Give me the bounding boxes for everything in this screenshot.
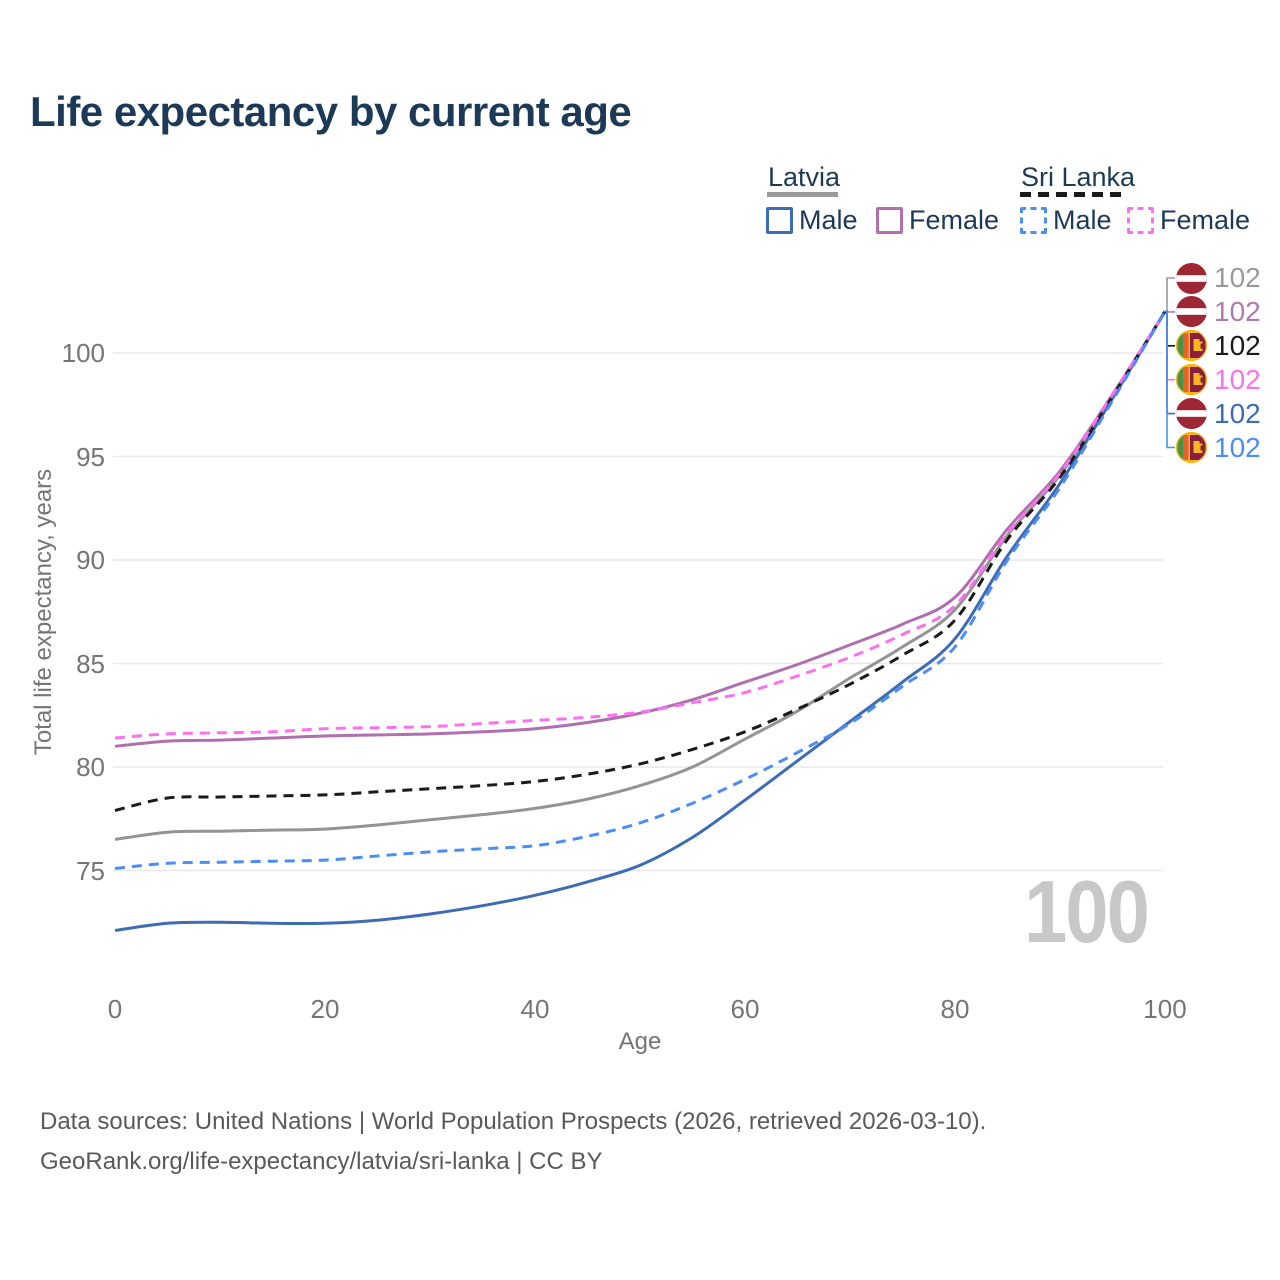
legend-group-srilanka-title: Sri Lanka [1021,162,1136,192]
legend-group-latvia-title: Latvia [768,162,841,192]
series-line-latvia-male[interactable] [114,310,1167,933]
legend-underline-srilanka [1020,192,1124,197]
legend-underline-latvia [767,192,838,197]
end-label-value: 102 [1214,295,1261,327]
series-line-sri-lanka-female[interactable] [114,310,1167,740]
end-label-value: 102 [1214,397,1261,429]
legend-item-latvia-female[interactable]: Female [876,205,999,236]
age-watermark: 100 [1024,862,1150,961]
y-tick-label: 90 [76,545,105,575]
legend-item-latvia-male[interactable]: Male [766,205,858,236]
end-label-value: 102 [1214,431,1261,463]
end-label-sri-lanka-male: 102 [1176,432,1261,464]
leader-line [1164,310,1175,347]
end-label-sri-lanka-female: 102 [1176,364,1261,396]
y-axis-title: Total life expectancy, years [30,468,57,756]
x-tick-label: 20 [310,994,340,1024]
legend-item-srilanka-male[interactable]: Male [1020,205,1112,236]
end-label-value: 102 [1214,262,1261,293]
end-label-value: 102 [1214,363,1261,395]
leader-line [1164,310,1175,415]
legend-item-srilanka-female[interactable]: Female [1127,205,1250,236]
series-line-latvia-female[interactable] [114,310,1167,748]
end-label-latvia-female: 102 [1176,296,1261,328]
legend-swatch-srilanka-male-icon [1020,207,1047,234]
x-tick-label: 80 [940,994,970,1024]
sri-lanka-flag-icon [1176,330,1207,362]
legend-label-latvia-female: Female [909,205,1000,235]
page-title: Life expectancy by current age [30,88,632,135]
footer-sources: Data sources: United Nations | World Pop… [40,1108,987,1135]
sri-lanka-flag-icon [1176,432,1207,463]
end-label-latvia-male: 102 [1176,398,1261,430]
x-tick-label: 60 [730,994,760,1024]
legend-label-srilanka-female: Female [1160,205,1251,235]
legend-swatch-latvia-female-icon [876,207,903,234]
end-label-value: 102 [1214,329,1261,361]
sri-lanka-flag-icon [1176,364,1207,396]
latvia-flag-icon [1176,296,1207,328]
leader-line [1164,277,1175,313]
leader-line [1164,310,1175,449]
x-tick-label: 40 [520,994,550,1024]
legend-swatch-latvia-male-icon [766,207,793,234]
latvia-flag-icon [1176,398,1207,430]
x-tick-label: 0 [107,994,123,1024]
series-line-sri-lanka-total[interactable] [114,310,1167,812]
series-line-sri-lanka-male[interactable] [114,310,1167,870]
legend-label-latvia-male: Male [799,205,858,235]
y-tick-label: 75 [76,855,105,886]
series-line-latvia-total[interactable] [114,310,1167,841]
y-tick-label: 85 [76,648,105,679]
x-axis-title: Age [618,1028,662,1055]
latvia-flag-icon [1176,262,1207,294]
legend-label-srilanka-male: Male [1053,205,1112,235]
end-label-sri-lanka-total: 102 [1176,330,1261,362]
footer-attribution: GeoRank.org/life-expectancy/latvia/sri-l… [40,1148,603,1175]
y-tick-label: 95 [76,441,105,472]
legend-swatch-srilanka-female-icon [1127,207,1154,234]
x-tick-label: 100 [1143,994,1187,1024]
end-label-latvia-total: 102 [1176,262,1261,294]
y-tick-label: 100 [61,338,105,368]
y-tick-label: 80 [76,752,105,782]
